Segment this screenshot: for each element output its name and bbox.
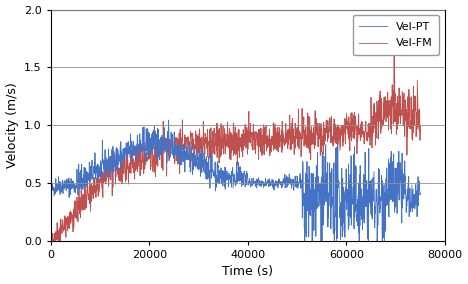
Vel-FM [48,239,54,243]
Vel-FM [263,127,269,130]
Y-axis label: Velocity (m/s): Velocity (m/s) [6,82,19,168]
Vel-FM [132,161,137,165]
Vel-FM [417,124,423,127]
Vel-PT [263,184,269,187]
Vel-PT [371,182,377,185]
Vel-FM [358,135,364,139]
Vel-PT [417,191,423,195]
Vel-PT [358,197,364,201]
Vel-PT [76,162,81,166]
Vel-FM [391,51,397,55]
Vel-PT [48,185,54,189]
Line: Vel-PT: Vel-PT [51,120,420,241]
Vel-PT [161,146,167,150]
X-axis label: Time (s): Time (s) [222,266,273,278]
Vel-PT [132,144,137,147]
Vel-FM [48,239,54,242]
Vel-FM [371,131,376,135]
Vel-FM [76,180,82,184]
Line: Vel-FM: Vel-FM [51,53,420,241]
Vel-FM [161,149,167,152]
Vel-PT [166,118,171,122]
Vel-PT [302,239,307,243]
Legend: Vel-PT, Vel-FM: Vel-PT, Vel-FM [352,15,439,55]
